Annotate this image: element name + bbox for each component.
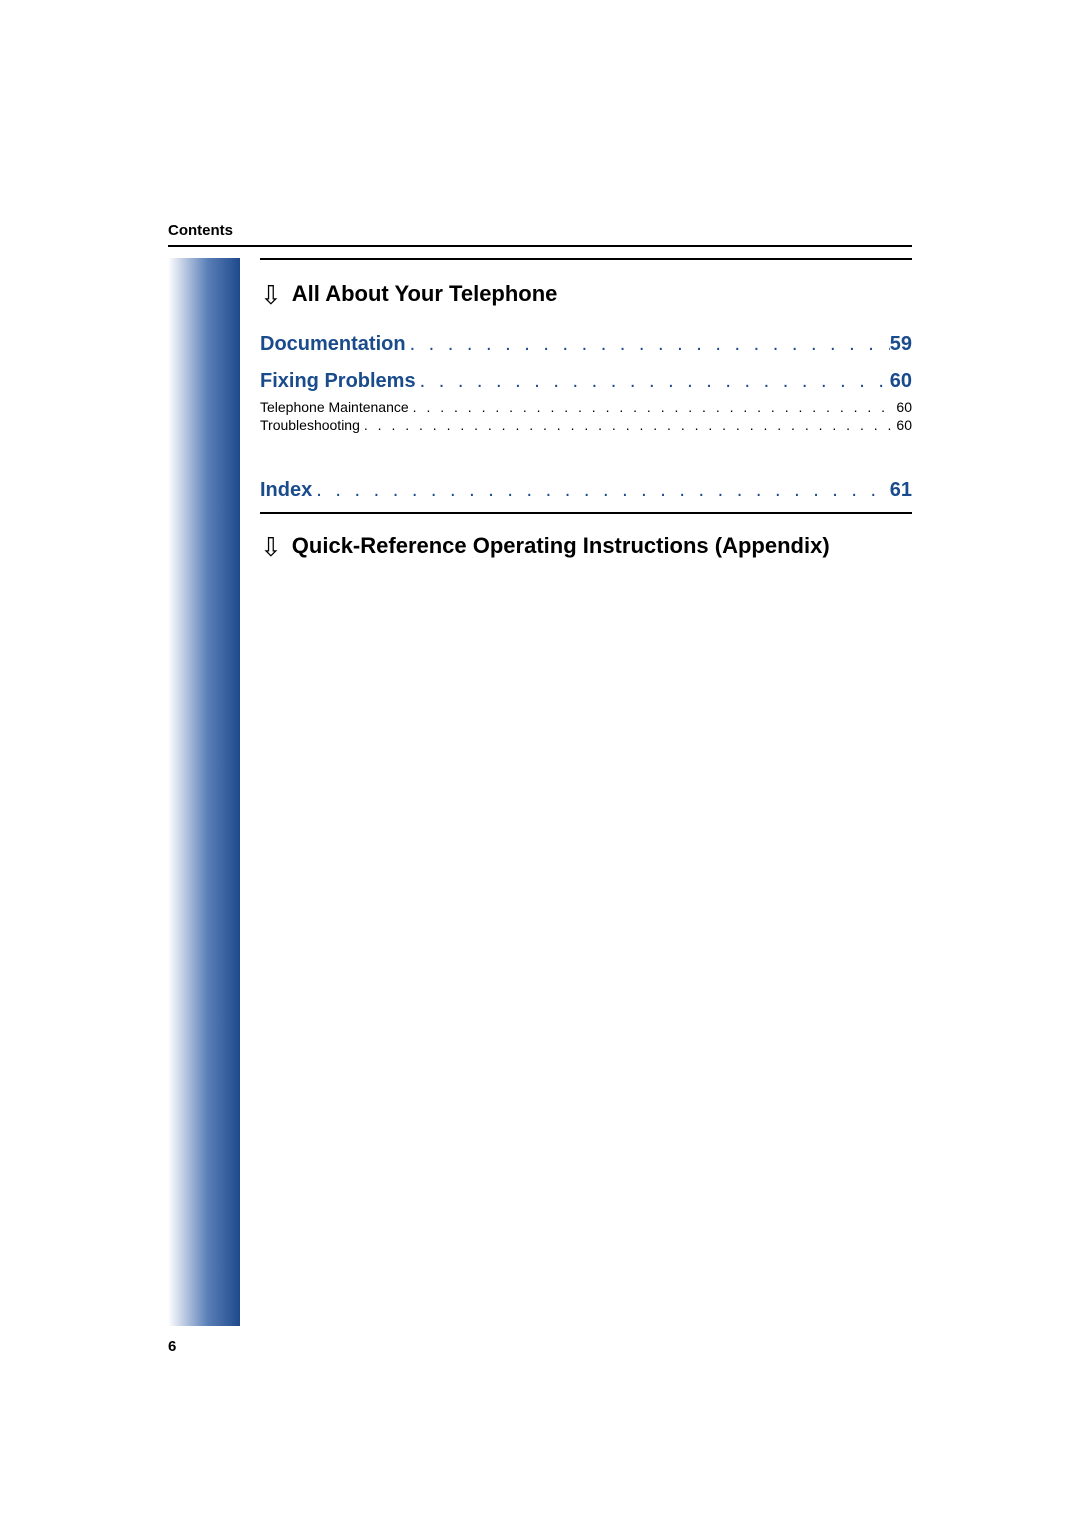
page-number: 6 <box>168 1338 176 1355</box>
section-title: All About Your Telephone <box>292 280 558 309</box>
toc-label: Index <box>260 479 312 502</box>
content-area: ⇩ All About Your Telephone Documentation… <box>260 258 912 584</box>
header-rule <box>168 245 912 247</box>
toc-label: Telephone Maintenance <box>260 399 409 415</box>
toc-label: Documentation <box>260 333 406 356</box>
page-header: Contents <box>168 222 912 247</box>
toc-page: 61 <box>890 479 912 502</box>
down-arrow-icon: ⇩ <box>260 282 282 308</box>
down-arrow-icon: ⇩ <box>260 534 282 560</box>
toc-dots: . . . . . . . . . . . . . . . . . . . . … <box>360 417 897 433</box>
toc-entry-index[interactable]: Index . . . . . . . . . . . . . . . . . … <box>260 479 912 502</box>
toc-dots: . . . . . . . . . . . . . . . . . . . . … <box>409 399 897 415</box>
toc-page: 60 <box>896 417 912 433</box>
toc-page: 60 <box>890 370 912 393</box>
toc-dots: . . . . . . . . . . . . . . . . . . . . … <box>406 333 890 356</box>
toc-page: 60 <box>896 399 912 415</box>
section-heading-2: ⇩ Quick-Reference Operating Instructions… <box>260 532 912 561</box>
content-rule-bottom <box>260 512 912 514</box>
toc-entry-troubleshooting[interactable]: Troubleshooting . . . . . . . . . . . . … <box>260 417 912 433</box>
section-heading-1: ⇩ All About Your Telephone <box>260 280 912 309</box>
toc-label: Troubleshooting <box>260 417 360 433</box>
toc-page: 59 <box>890 333 912 356</box>
toc-entry-documentation[interactable]: Documentation . . . . . . . . . . . . . … <box>260 333 912 356</box>
sidebar-gradient <box>168 258 240 1326</box>
header-label: Contents <box>168 222 912 239</box>
content-rule-top <box>260 258 912 260</box>
toc-label: Fixing Problems <box>260 370 416 393</box>
toc-entry-fixing-problems[interactable]: Fixing Problems . . . . . . . . . . . . … <box>260 370 912 393</box>
section-title: Quick-Reference Operating Instructions (… <box>292 532 830 561</box>
toc-dots: . . . . . . . . . . . . . . . . . . . . … <box>312 479 890 502</box>
toc-entry-maintenance[interactable]: Telephone Maintenance . . . . . . . . . … <box>260 399 912 415</box>
toc-dots: . . . . . . . . . . . . . . . . . . . . … <box>416 370 890 393</box>
